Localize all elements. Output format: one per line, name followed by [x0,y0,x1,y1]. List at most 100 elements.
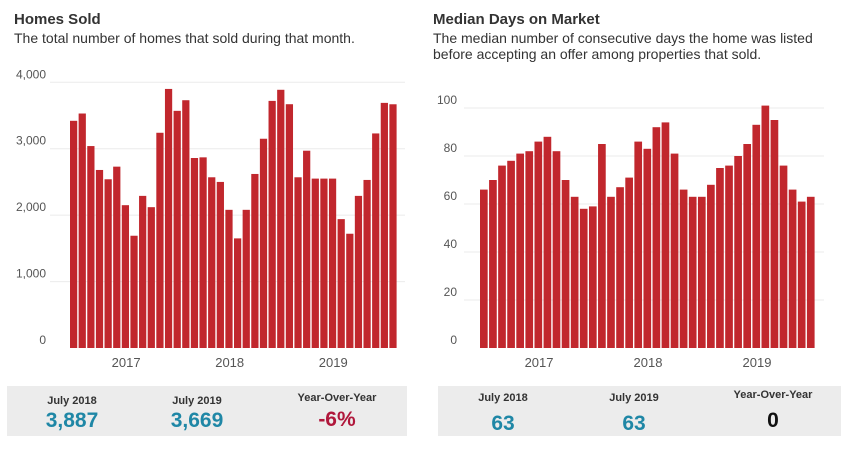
bar [363,179,371,348]
bar [242,209,250,348]
bar [725,165,733,348]
stat-label: July 2019 [609,392,659,404]
bar [598,144,606,348]
bar [147,207,155,348]
bar [156,132,164,348]
bar [182,100,190,348]
bar [534,141,543,348]
bar [625,177,633,348]
bar [752,124,761,348]
bar [480,189,488,348]
bar [225,209,233,348]
x-tick-label: 2019 [743,355,772,370]
stat-label: July 2018 [478,392,528,404]
bar [697,196,706,348]
bar [761,105,770,348]
y-tick-label: 1,000 [16,267,46,281]
x-tick-label: 2017 [525,355,554,370]
bar [216,181,224,348]
bar [285,104,294,349]
stat-year-over-year: Year-Over-Year 0 [718,389,828,433]
bar [311,178,319,348]
x-tick-label: 2019 [319,355,348,370]
bar [797,201,806,348]
y-tick-label: 0 [39,333,46,347]
y-tick-label: 4,000 [16,67,46,81]
bar [320,178,328,348]
bar [507,160,515,348]
bar [78,113,86,348]
median-days-chart: 0 20 40 60 80 100 2017 2018 2019 [437,93,824,370]
bar [561,180,570,348]
bar [570,196,579,348]
bar [498,165,506,348]
bar [208,177,216,348]
stat-label: Year-Over-Year [733,389,813,401]
bar [372,133,380,348]
bar [670,153,679,348]
chart-subtitle: The total number of homes that sold duri… [14,30,355,46]
homes-sold-panel: Homes Sold The total number of homes tha… [7,11,407,436]
bar [743,144,752,348]
bar [294,177,302,348]
bar [199,157,207,348]
x-tick-label: 2018 [215,355,244,370]
bar [303,150,311,348]
bar [707,184,715,348]
bar [346,233,354,348]
bar [652,127,661,348]
bar [139,195,147,348]
chart-title: Homes Sold [14,11,101,28]
bar [337,219,345,348]
y-tick-label: 0 [450,333,457,347]
bar [70,120,78,348]
bar [268,100,276,348]
bar [113,166,121,348]
bar [607,196,615,348]
bar [525,151,534,348]
stat-july-2019: July 2019 3,669 [152,395,242,433]
stat-year-over-year: Year-Over-Year -6% [282,392,392,432]
y-tick-label: 80 [444,141,458,155]
stat-july-2018: July 2018 63 [458,392,548,436]
bar [734,156,742,348]
bar [251,173,259,348]
bar [121,205,130,348]
bar [173,110,181,348]
bar [643,148,652,348]
stats-box: July 2018 3,887 July 2019 3,669 Year-Ove… [7,386,407,436]
bar [130,235,138,348]
homes-sold-chart: 0 1,000 2,000 3,000 4,000 2017 2018 2019 [16,67,405,370]
bar [688,196,697,348]
stats-box: July 2018 63 July 2019 63 Year-Over-Year… [438,386,841,436]
stat-value: -6% [318,408,356,431]
bar [328,178,337,348]
bar [634,141,643,348]
stat-value: 63 [491,412,515,435]
stat-label: July 2018 [47,395,97,407]
y-tick-label: 60 [444,189,458,203]
bar [95,169,104,348]
stat-value: 3,887 [45,409,99,432]
stat-value: 3,669 [170,409,224,432]
bar [661,122,670,349]
bar [543,136,552,348]
chart-title: Median Days on Market [433,11,600,28]
median-days-panel: Median Days on Market The median number … [424,0,848,450]
bar [516,153,524,348]
stat-label: Year-Over-Year [297,392,377,404]
bar [354,195,363,348]
bar [679,189,688,348]
stat-value: 63 [622,412,646,435]
bar [806,196,815,348]
bar [234,238,242,348]
stat-value: 0 [767,409,779,432]
bar [579,208,588,348]
bar [380,102,388,348]
y-tick-label: 20 [444,285,458,299]
bar [779,165,788,348]
y-tick-label: 2,000 [16,200,46,214]
bar [87,146,95,348]
x-tick-label: 2018 [634,355,663,370]
bar [616,187,624,348]
